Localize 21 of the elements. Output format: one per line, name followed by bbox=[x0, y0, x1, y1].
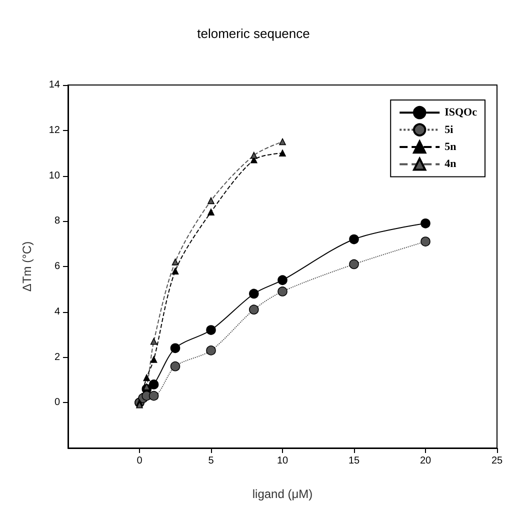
x-tick-label: 15 bbox=[348, 456, 360, 466]
legend-label: 4n bbox=[444, 158, 456, 170]
x-tick-label: 10 bbox=[276, 456, 288, 466]
x-tick-label: 20 bbox=[420, 456, 432, 466]
legend-label: ISQOc bbox=[444, 106, 478, 119]
y-tick-label: 4 bbox=[54, 306, 60, 318]
y-tick-label: 6 bbox=[54, 261, 60, 272]
y-tick-label: 10 bbox=[48, 170, 60, 182]
y-tick-label: 8 bbox=[54, 216, 60, 227]
legend-label: 5i bbox=[444, 124, 454, 136]
x-tick-label: 25 bbox=[491, 456, 503, 466]
y-tick-label: 2 bbox=[54, 352, 60, 363]
y-tick-label: 12 bbox=[48, 124, 60, 136]
x-axis-title: ligand (μM) bbox=[252, 487, 313, 501]
y-tick-label: 14 bbox=[48, 80, 60, 90]
chart-title: telomeric sequence bbox=[197, 26, 310, 41]
x-tick-label: 0 bbox=[136, 456, 143, 466]
x-tick-label: 5 bbox=[208, 456, 214, 466]
legend-label: 5n bbox=[444, 141, 456, 153]
y-axis-title: ΔTm (°C) bbox=[20, 241, 34, 292]
y-tick-label: 0 bbox=[54, 397, 60, 408]
